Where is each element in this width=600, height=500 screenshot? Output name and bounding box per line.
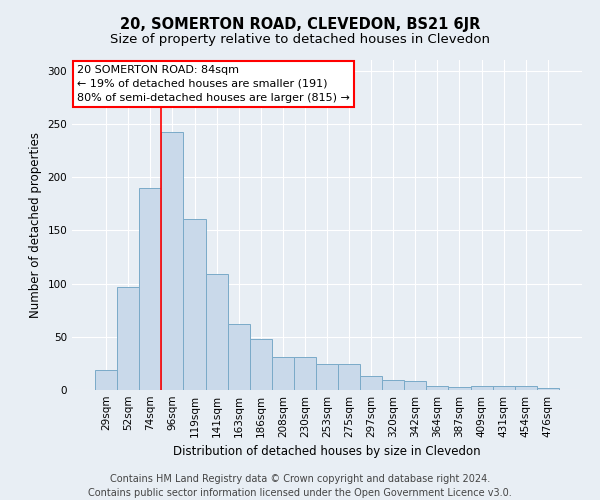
Y-axis label: Number of detached properties: Number of detached properties: [29, 132, 42, 318]
Bar: [227, 324, 250, 390]
Bar: [250, 339, 272, 390]
Bar: [272, 357, 294, 390]
Bar: [139, 188, 161, 390]
Bar: [338, 364, 360, 390]
Bar: [382, 380, 404, 390]
Text: Size of property relative to detached houses in Clevedon: Size of property relative to detached ho…: [110, 32, 490, 46]
Bar: [206, 274, 227, 390]
Text: 20 SOMERTON ROAD: 84sqm
← 19% of detached houses are smaller (191)
80% of semi-d: 20 SOMERTON ROAD: 84sqm ← 19% of detache…: [77, 65, 350, 103]
Bar: [404, 382, 427, 390]
Bar: [537, 388, 559, 390]
Bar: [161, 132, 184, 390]
Bar: [470, 386, 493, 390]
Bar: [427, 386, 448, 390]
Bar: [95, 370, 117, 390]
X-axis label: Distribution of detached houses by size in Clevedon: Distribution of detached houses by size …: [173, 446, 481, 458]
Bar: [117, 286, 139, 390]
Bar: [493, 386, 515, 390]
Bar: [294, 357, 316, 390]
Text: 20, SOMERTON ROAD, CLEVEDON, BS21 6JR: 20, SOMERTON ROAD, CLEVEDON, BS21 6JR: [120, 18, 480, 32]
Text: Contains HM Land Registry data © Crown copyright and database right 2024.
Contai: Contains HM Land Registry data © Crown c…: [88, 474, 512, 498]
Bar: [360, 376, 382, 390]
Bar: [515, 386, 537, 390]
Bar: [184, 218, 206, 390]
Bar: [448, 387, 470, 390]
Bar: [316, 364, 338, 390]
